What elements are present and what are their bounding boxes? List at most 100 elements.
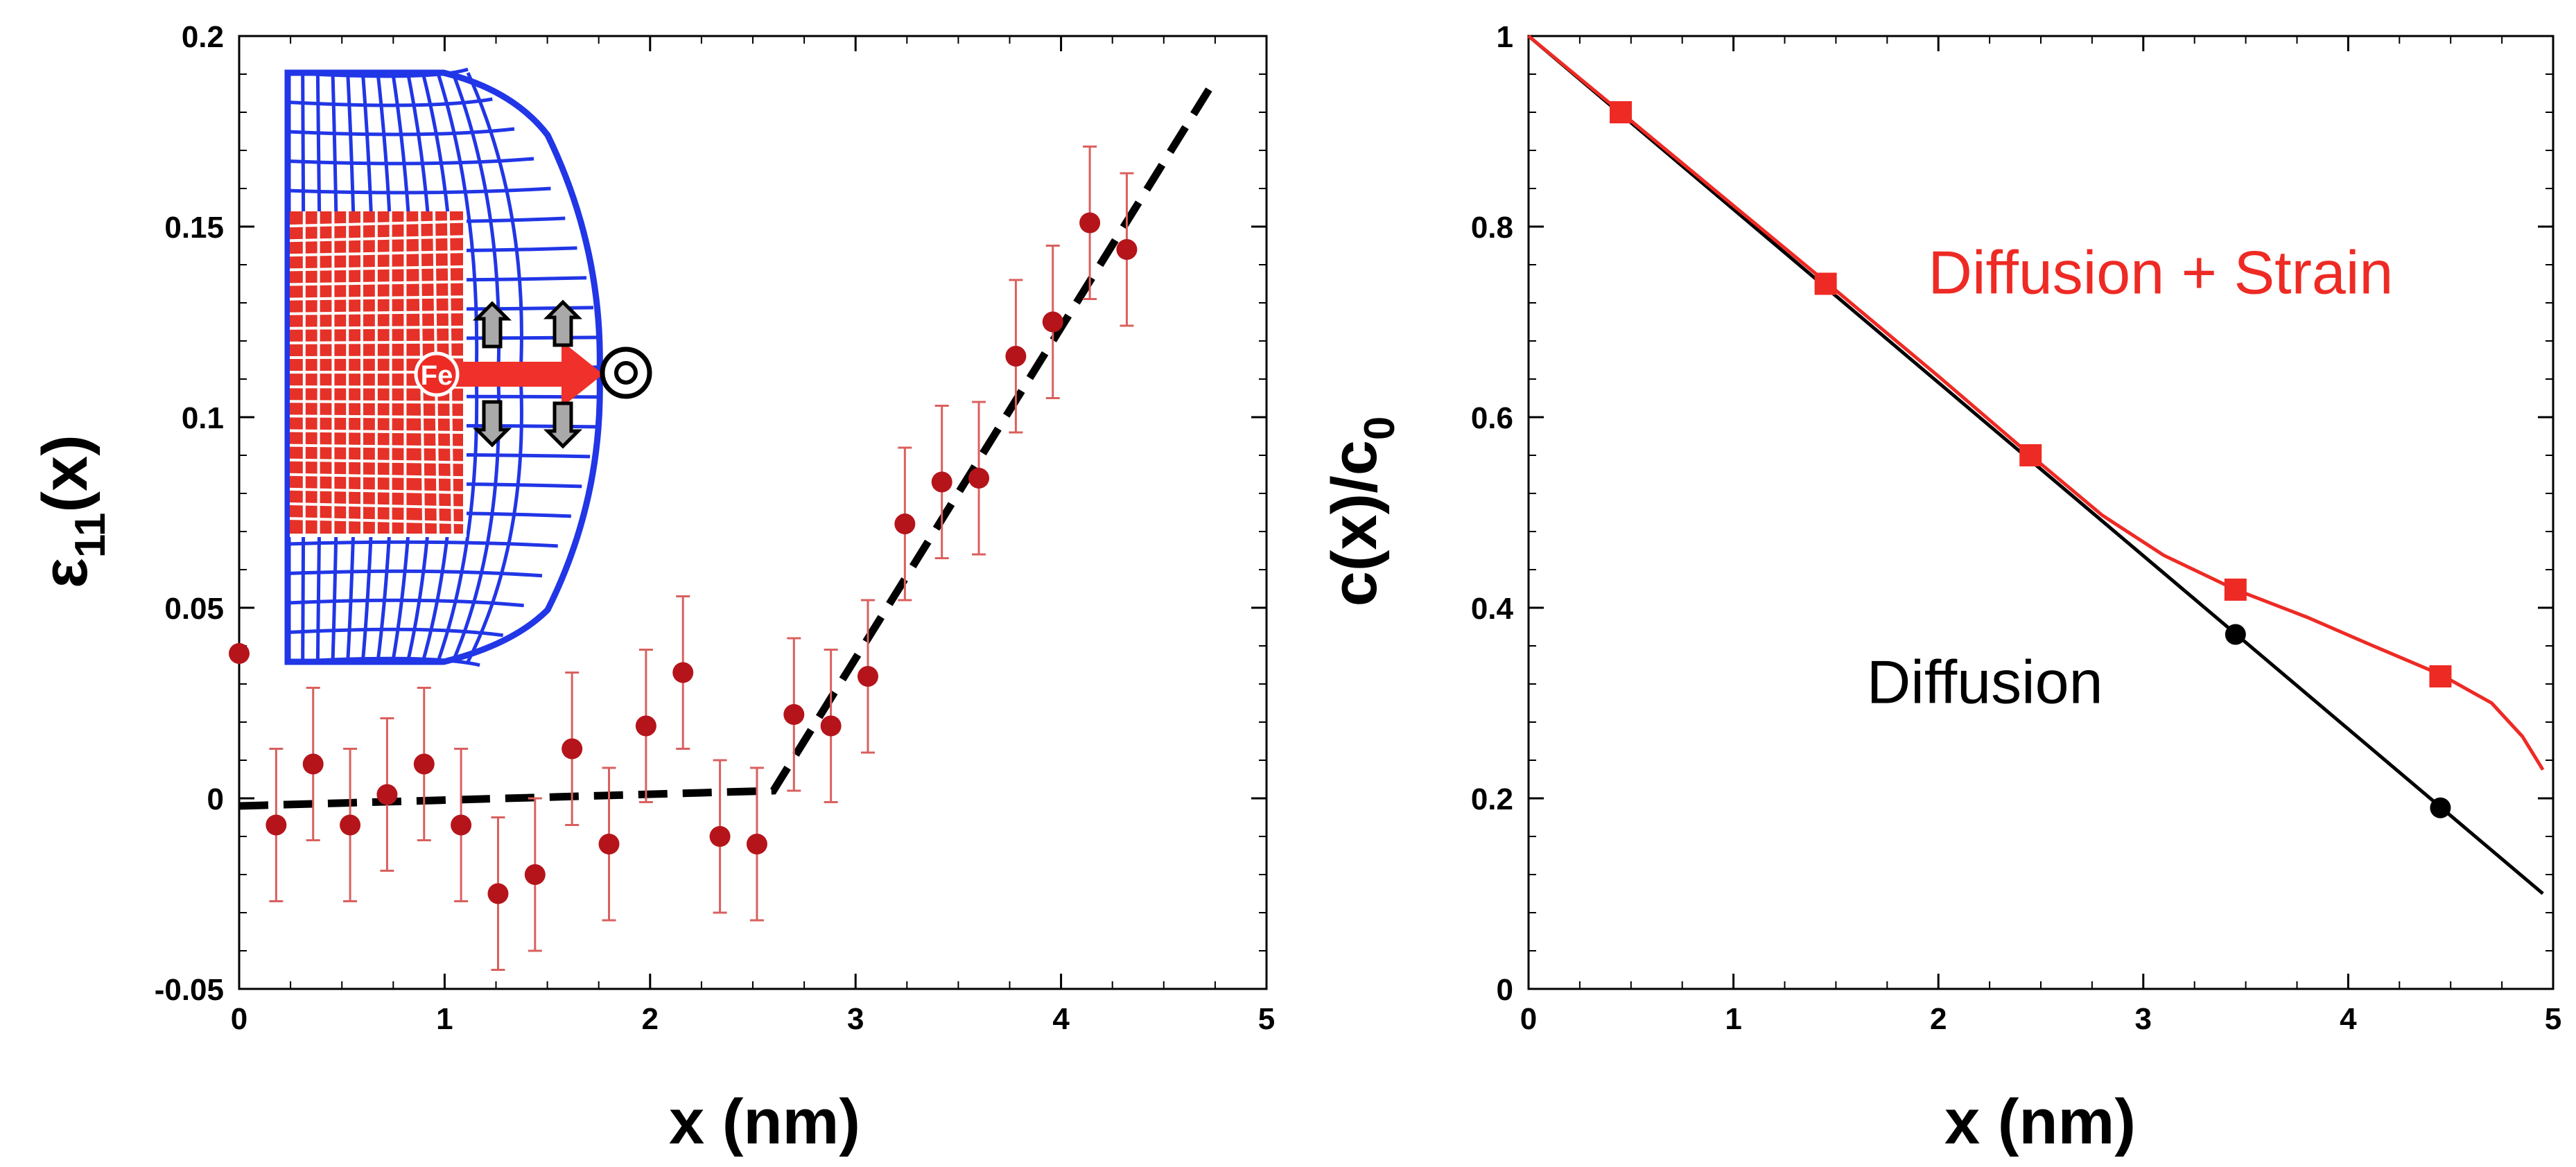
right-y-tick-label: 0.2 [1471,782,1513,816]
inner-lattice-line [289,280,464,286]
outer-lattice-line [287,569,543,578]
inner-lattice-line [289,235,464,243]
left-y-tick-label: 0.15 [164,211,224,245]
inner-lattice-line [289,458,464,464]
square-marker [1610,101,1633,123]
outer-lattice-line [287,656,480,667]
series-annotation: Diffusion [1867,648,2103,717]
fe-label: Fe [421,360,453,391]
outer-lattice-line [287,627,504,638]
outer-lattice-line [287,540,558,548]
data-point [524,864,546,885]
data-point [376,784,398,805]
inner-lattice-line [289,250,464,257]
data-point [340,814,361,836]
left-y-ticks: -0.05 0 0.05 0.1 0.15 0.2 [155,20,1267,1007]
right-x-axis-title: x (nm) [1944,1087,2136,1157]
inner-lattice-line [289,502,464,509]
inner-lattice-line [289,429,464,434]
left-x-tick-label: 1 [436,1002,453,1036]
right-y-tick-label: 0 [1497,973,1513,1007]
data-point [968,468,990,489]
data-point [413,753,435,775]
outer-lattice-line [287,186,551,195]
data-point [1116,239,1138,260]
data-point [857,666,878,687]
strain-arrow-up-icon [472,301,512,349]
data-point [302,753,324,775]
left-x-tick-label: 2 [642,1002,659,1036]
data-point [562,738,583,760]
strain-arrow-down-icon [472,400,512,448]
outer-lattice-line [287,67,469,78]
inner-lattice-line [289,414,464,419]
data-point [820,715,842,737]
square-marker [2429,665,2452,687]
data-point [487,883,509,904]
square-marker [1814,272,1837,295]
inner-lattice-line [289,487,464,494]
left-y-axis-title: ε11(x) [30,435,114,588]
strain-data-points [229,146,1138,971]
outer-lattice-line [287,598,524,608]
left-x-tick-label: 3 [847,1002,864,1036]
strain-lattice-inset: Fe O [284,67,652,667]
inner-lattice-line [289,473,464,480]
left-x-axis-title: x (nm) [669,1087,860,1157]
o-atom-icon [600,346,652,399]
inner-lattice-line [289,265,464,272]
right-x-tick-label: 2 [1930,1002,1947,1036]
data-point [894,514,916,534]
left-x-tick-label: 4 [1052,1002,1070,1036]
data-point [672,662,694,683]
left-x-ticks: 0 1 2 3 4 5 [231,36,1275,1036]
data-point [931,471,952,493]
left-y-axis-subscript: 11 [67,513,114,559]
data-point [709,826,731,847]
left-y-tick-label: -0.05 [155,973,224,1007]
data-point [598,834,620,854]
diffusion-arrow-head [562,341,603,407]
left-y-tick-label: 0.05 [164,592,224,626]
right-plot-frame [1527,35,2555,990]
diffusion-arrow-shaft [444,362,568,387]
outer-lattice-line [287,127,515,137]
right-y-axis-subscript: 0 [1356,416,1404,440]
concentration-markers [1610,101,2452,818]
data-point [1005,346,1027,367]
outer-lattice-line [287,157,534,166]
data-point [229,643,250,664]
left-y-tick-label: 0.1 [182,401,224,435]
inner-lattice-line [289,444,464,449]
right-x-tick-label: 1 [1725,1002,1741,1036]
right-chart: 0 1 2 3 4 5 0 0.2 0.4 0.6 0.8 1 Diffusion + Strain… [1319,20,2561,1157]
data-point [746,834,767,854]
inner-lattice-line [289,400,464,404]
series-annotation: Diffusion + Strain [1928,238,2393,306]
o-atom-inner-ring [614,361,638,385]
fit-line-path [238,87,1212,810]
inset-arrows [444,299,603,449]
inner-lattice-line [289,340,464,344]
right-x-tick-label: 0 [1520,1002,1537,1036]
right-x-tick-label: 4 [2340,1002,2357,1036]
data-point [451,814,472,836]
right-y-tick-label: 1 [1497,20,1513,54]
data-point [1042,311,1063,333]
right-x-ticks: 0 1 2 3 4 5 [1520,36,2561,1036]
right-y-axis-title: c(x)/c0 [1319,416,1404,607]
left-y-tick-label: 0.2 [182,20,224,54]
data-point [783,704,805,725]
square-marker [2224,578,2247,601]
inner-lattice-line [289,310,464,315]
series-line [1527,35,2545,771]
inner-lattice-line [289,220,464,228]
dashed-fit-line [238,87,1212,810]
circle-marker [2430,797,2451,818]
strain-arrow-down-icon [543,401,583,449]
left-y-tick-label: 0 [207,782,224,816]
inner-lattice-line [289,517,464,525]
inner-lattice-line [289,325,464,330]
